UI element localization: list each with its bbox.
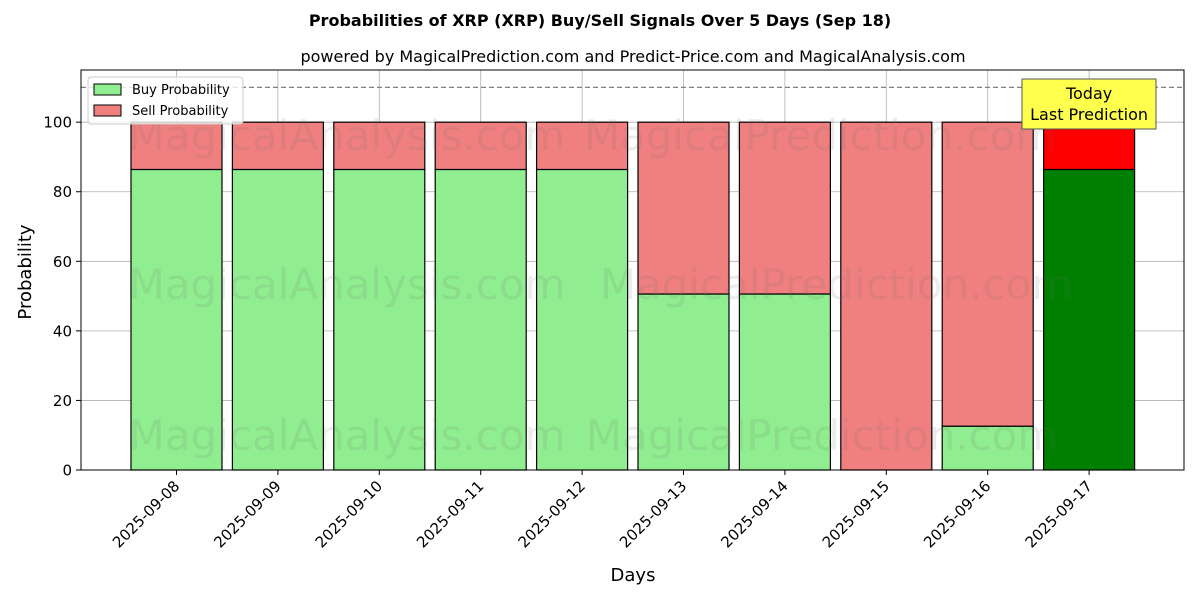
bar-sell bbox=[130, 121, 223, 171]
x-tick-label: 2025-09-10 bbox=[312, 477, 386, 551]
bar-sell bbox=[231, 121, 324, 171]
y-axis-label: Probability bbox=[15, 224, 36, 319]
bar-buy bbox=[333, 168, 426, 471]
bar-buy bbox=[941, 425, 1034, 471]
bar-buy bbox=[637, 293, 730, 471]
bar-buy bbox=[1042, 168, 1136, 471]
annotation-text: Last Prediction bbox=[1030, 105, 1148, 124]
x-tick-label: 2025-09-14 bbox=[717, 477, 791, 551]
bar-buy bbox=[130, 168, 223, 471]
x-tick-label: 2025-09-11 bbox=[413, 477, 487, 551]
chart-subtitle: powered by MagicalPrediction.com and Pre… bbox=[300, 47, 965, 66]
legend-label: Sell Probability bbox=[132, 104, 229, 119]
watermark-text: MagicalPrediction.com bbox=[586, 411, 1059, 460]
watermark-text: MagicalPrediction.com bbox=[584, 111, 1057, 160]
y-tick-label: 0 bbox=[62, 462, 72, 480]
bar-sell bbox=[434, 121, 527, 171]
watermarks: MagicalAnalysis.com MagicalPrediction.com… bbox=[129, 111, 1073, 460]
x-tick-label: 2025-09-09 bbox=[210, 477, 284, 551]
watermark-text: MagicalAnalysis.com bbox=[129, 411, 566, 460]
x-tick-label: 2025-09-13 bbox=[616, 477, 690, 551]
x-tick-label: 2025-09-15 bbox=[819, 477, 893, 551]
bar-sell bbox=[333, 121, 426, 171]
bar-buy bbox=[535, 168, 629, 471]
bar-buy bbox=[434, 168, 527, 471]
x-tick-label: 2025-09-08 bbox=[109, 477, 183, 551]
bars bbox=[130, 121, 1136, 471]
y-tick-label: 80 bbox=[53, 183, 72, 201]
watermark-text: MagicalAnalysis.com bbox=[129, 260, 566, 309]
plot-frame bbox=[80, 69, 1185, 471]
y-tick-label: 40 bbox=[53, 322, 72, 340]
x-tick-label: 2025-09-16 bbox=[920, 477, 994, 551]
y-tick-label: 100 bbox=[43, 114, 72, 132]
y-tick-label: 20 bbox=[53, 392, 72, 410]
x-tick-label: 2025-09-17 bbox=[1022, 477, 1096, 551]
legend-swatch bbox=[93, 104, 122, 117]
y-tick-label: 60 bbox=[53, 253, 72, 271]
annotation-box bbox=[1021, 78, 1157, 130]
bar-buy bbox=[738, 293, 832, 471]
chart-title: Probabilities of XRP (XRP) Buy/Sell Sign… bbox=[309, 11, 891, 30]
annotation-text: Today bbox=[1065, 84, 1112, 103]
watermark-text: MagicalPrediction.com bbox=[600, 260, 1073, 309]
bar-sell bbox=[941, 121, 1034, 427]
legend-label: Buy Probability bbox=[132, 83, 230, 98]
today-annotation: Today Last Prediction bbox=[1021, 78, 1157, 130]
bar-sell bbox=[637, 121, 730, 295]
legend: Buy Probability Sell Probability bbox=[87, 76, 244, 125]
bar-sell bbox=[535, 121, 629, 171]
legend-swatch bbox=[93, 83, 122, 96]
x-axis-label: Days bbox=[611, 565, 656, 586]
bar-sell bbox=[1042, 121, 1136, 171]
x-tick-label: 2025-09-12 bbox=[515, 477, 589, 551]
legend-box bbox=[87, 76, 244, 125]
bar-sell bbox=[840, 121, 933, 471]
bar-sell bbox=[738, 121, 832, 295]
